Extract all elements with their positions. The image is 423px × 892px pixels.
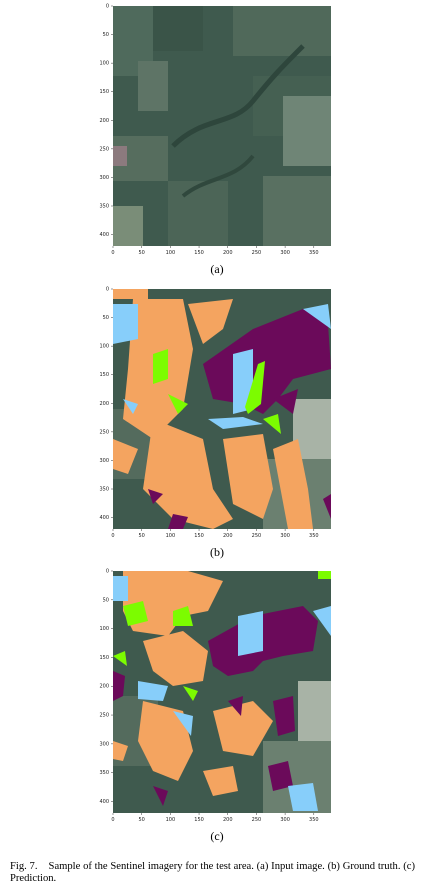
x-tick-label: 250 (252, 250, 262, 256)
y-tick-label: 350 (99, 770, 109, 776)
y-tick-label: 0 (106, 287, 109, 293)
y-tick-label: 0 (106, 4, 109, 10)
y-tick-label: 100 (99, 344, 109, 350)
x-tick-label: 100 (166, 533, 176, 539)
x-tick-label: 250 (252, 533, 262, 539)
y-tick-label: 50 (103, 315, 109, 321)
y-tick-label: 350 (99, 204, 109, 210)
x-tick-label: 150 (194, 817, 204, 823)
figure-caption: Fig. 7. Sample of the Sentinel imagery f… (10, 861, 415, 885)
panel-b: 0 50 100 150 200 250 300 350 400 0 50 100 150 200 250… (95, 286, 339, 561)
x-tick-label: 150 (194, 533, 204, 539)
x-tick-label: 0 (111, 533, 114, 539)
x-tick-label: 50 (138, 250, 144, 256)
figure-caption-text: Sample of the Sentinel imagery for the t… (10, 861, 416, 884)
x-tick-label: 250 (252, 817, 262, 823)
y-tick-label: 100 (99, 626, 109, 632)
y-tick-label: 250 (99, 713, 109, 719)
x-tick-label: 200 (223, 533, 233, 539)
y-tick-label: 250 (99, 429, 109, 435)
y-tick-label: 150 (99, 655, 109, 661)
x-tick-label: 0 (111, 817, 114, 823)
x-tick-label: 100 (166, 250, 176, 256)
panel-a-label: (a) (210, 262, 224, 276)
y-tick-label: 50 (103, 597, 109, 603)
y-tick-label: 0 (106, 569, 109, 575)
panel-c-figure: 0 50 100 150 200 250 300 350 400 0 50 100 150 200 250… (99, 569, 331, 823)
y-tick-label: 300 (99, 175, 109, 181)
y-tick-label: 300 (99, 458, 109, 464)
x-tick-label: 50 (138, 533, 144, 539)
x-tick-label: 150 (194, 250, 204, 256)
y-tick-label: 100 (99, 61, 109, 67)
y-tick-label: 200 (99, 118, 109, 124)
y-tick-label: 50 (103, 32, 109, 38)
y-tick-label: 300 (99, 741, 109, 747)
x-tick-label: 50 (138, 817, 144, 823)
class-blue-region (113, 576, 128, 601)
panel-a: 0 50 100 150 200 250 300 350 400 0 50 100 150 200 250… (95, 0, 339, 280)
panel-b-label: (b) (210, 545, 224, 559)
y-tick-label: 250 (99, 146, 109, 152)
class-green-region (153, 349, 168, 384)
y-tick-label: 150 (99, 89, 109, 95)
x-tick-label: 300 (280, 817, 290, 823)
x-tick-label: 300 (280, 250, 290, 256)
y-tick-label: 400 (99, 515, 109, 521)
x-tick-label: 350 (309, 250, 319, 256)
class-blue-region (113, 304, 138, 344)
y-tick-label: 150 (99, 372, 109, 378)
y-tick-label: 400 (99, 232, 109, 238)
panel-c: 0 50 100 150 200 250 300 350 400 0 50 100 150 200 250… (95, 567, 339, 847)
figure-label: Fig. 7. (10, 861, 38, 872)
class-orange-region (123, 571, 223, 636)
panel-b-figure: 0 50 100 150 200 250 300 350 400 0 50 100 150 200 250… (99, 287, 331, 539)
x-tick-label: 200 (223, 250, 233, 256)
y-tick-label: 200 (99, 401, 109, 407)
x-tick-label: 350 (309, 817, 319, 823)
class-green-region (123, 601, 148, 626)
y-tick-label: 400 (99, 799, 109, 805)
y-tick-label: 200 (99, 684, 109, 690)
panel-a-figure: 0 50 100 150 200 250 300 350 400 0 50 100 150 200 250… (99, 4, 331, 256)
x-tick-label: 100 (166, 817, 176, 823)
x-tick-label: 200 (223, 817, 233, 823)
panel-c-label: (c) (210, 829, 224, 843)
x-tick-label: 0 (111, 250, 114, 256)
x-tick-label: 300 (280, 533, 290, 539)
y-tick-label: 350 (99, 487, 109, 493)
x-tick-label: 350 (309, 533, 319, 539)
